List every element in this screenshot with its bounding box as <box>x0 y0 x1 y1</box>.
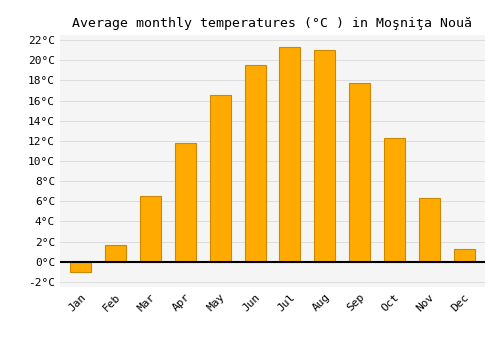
Bar <box>70 262 92 272</box>
Bar <box>106 245 126 262</box>
Bar <box>314 50 335 262</box>
Title: Average monthly temperatures (°C ) in Moşniţa Nouă: Average monthly temperatures (°C ) in Mo… <box>72 17 472 30</box>
Bar <box>210 96 231 262</box>
Bar <box>384 138 405 262</box>
Bar <box>280 47 300 262</box>
Bar <box>140 196 161 262</box>
Bar <box>419 198 440 262</box>
Bar <box>454 249 474 262</box>
Bar <box>349 83 370 262</box>
Bar <box>244 65 266 262</box>
Bar <box>175 143 196 262</box>
